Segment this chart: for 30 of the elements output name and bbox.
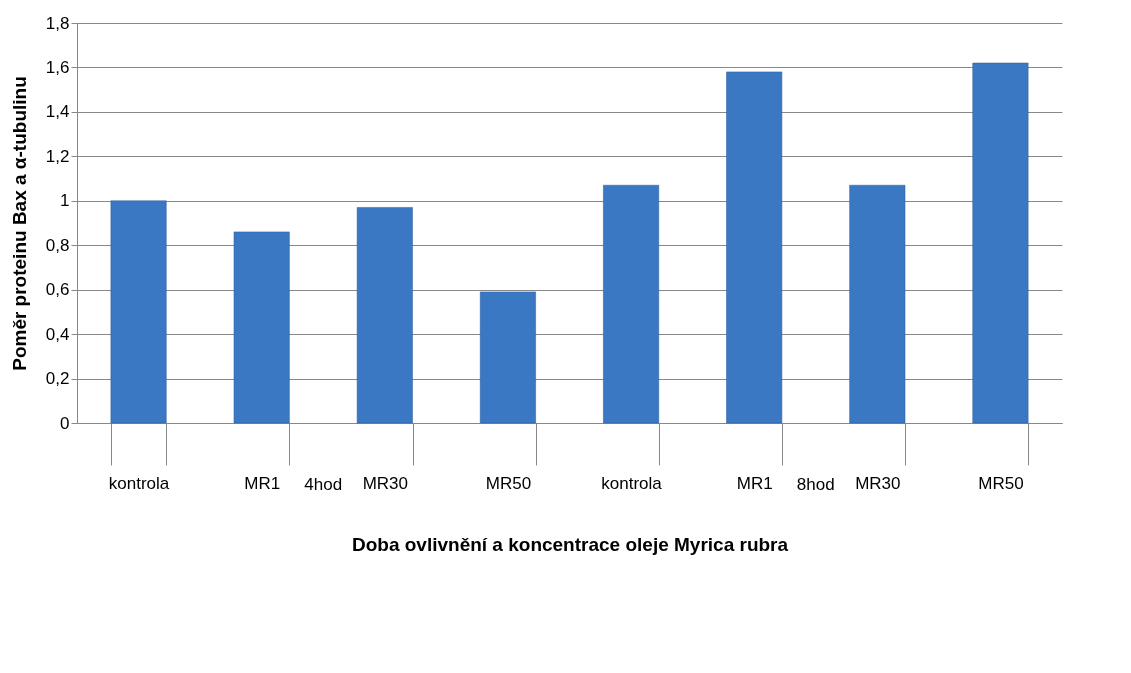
x-tick-label: kontrola — [601, 473, 663, 493]
bar — [110, 200, 167, 424]
y-tick-label: 0,2 — [45, 369, 70, 389]
bar — [972, 62, 1029, 424]
y-tick-label: 1,4 — [45, 102, 70, 122]
bar — [849, 184, 906, 424]
y-tick-label: 1 — [60, 191, 70, 211]
bar — [356, 207, 413, 424]
x-tick-label: MR30 — [855, 473, 901, 493]
x-tick-label: kontrola — [108, 473, 170, 493]
x-axis-title: Doba ovlivnění a koncentrace oleje Myrica rubra — [351, 533, 789, 555]
text: 8hod — [796, 475, 835, 494]
y-axis-title: Poměr proteinu Bax a α-tubulinu — [8, 76, 30, 371]
text: 4hod — [304, 475, 343, 494]
x-tick-label: MR50 — [485, 473, 532, 493]
x-tick-label: MR1 — [736, 473, 773, 493]
y-tick-label: 0,8 — [45, 235, 70, 255]
bar — [233, 231, 290, 424]
bar — [479, 291, 536, 424]
bar — [603, 184, 660, 424]
bar — [726, 71, 783, 424]
y-tick-label: 1,6 — [45, 57, 70, 77]
x-tick-label: MR50 — [978, 473, 1024, 493]
y-tick-label: 1,2 — [45, 146, 70, 166]
y-tick-label: 0,6 — [45, 280, 70, 300]
y-tick-label: 1,8 — [45, 13, 70, 33]
y-tick-label: 0,4 — [45, 324, 70, 344]
y-tick-label: 0 — [60, 413, 70, 433]
x-tick-label: MR30 — [362, 473, 408, 493]
x-tick-label: MR1 — [244, 473, 281, 493]
